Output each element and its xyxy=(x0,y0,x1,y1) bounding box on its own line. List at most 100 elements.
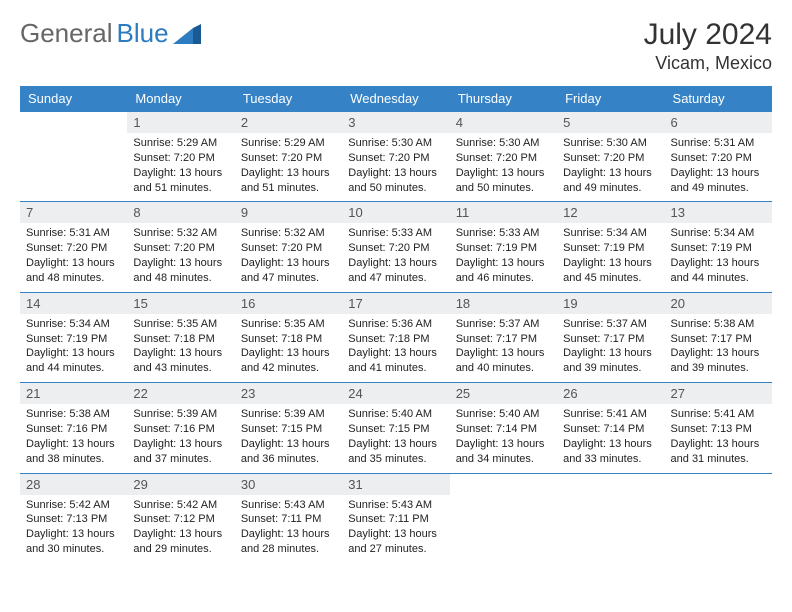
calendar-row: 28Sunrise: 5:42 AMSunset: 7:13 PMDayligh… xyxy=(20,473,772,563)
sunrise-text: Sunrise: 5:41 AM xyxy=(563,407,658,422)
sunrise-text: Sunrise: 5:42 AM xyxy=(26,498,121,513)
sunrise-text: Sunrise: 5:34 AM xyxy=(671,226,766,241)
sunrise-text: Sunrise: 5:39 AM xyxy=(241,407,336,422)
sunset-text: Sunset: 7:20 PM xyxy=(133,151,228,166)
calendar-cell: 17Sunrise: 5:36 AMSunset: 7:18 PMDayligh… xyxy=(342,292,449,382)
logo-triangle-icon xyxy=(173,24,201,44)
sunrise-text: Sunrise: 5:30 AM xyxy=(563,136,658,151)
daylight-text: Daylight: 13 hours and 43 minutes. xyxy=(133,346,228,376)
daylight-text: Daylight: 13 hours and 31 minutes. xyxy=(671,437,766,467)
calendar-cell: 4Sunrise: 5:30 AMSunset: 7:20 PMDaylight… xyxy=(450,111,557,201)
calendar-cell: 15Sunrise: 5:35 AMSunset: 7:18 PMDayligh… xyxy=(127,292,234,382)
sunset-text: Sunset: 7:20 PM xyxy=(563,151,658,166)
day-number: 20 xyxy=(665,292,772,314)
calendar-cell xyxy=(665,473,772,563)
calendar-row: 21Sunrise: 5:38 AMSunset: 7:16 PMDayligh… xyxy=(20,382,772,472)
calendar-row: 7Sunrise: 5:31 AMSunset: 7:20 PMDaylight… xyxy=(20,201,772,291)
sunrise-text: Sunrise: 5:32 AM xyxy=(241,226,336,241)
weekday-header: Wednesday xyxy=(342,86,449,111)
calendar-cell: 13Sunrise: 5:34 AMSunset: 7:19 PMDayligh… xyxy=(665,201,772,291)
day-body: Sunrise: 5:32 AMSunset: 7:20 PMDaylight:… xyxy=(127,223,234,291)
calendar-cell: 10Sunrise: 5:33 AMSunset: 7:20 PMDayligh… xyxy=(342,201,449,291)
day-number: 16 xyxy=(235,292,342,314)
day-number: 26 xyxy=(557,382,664,404)
sunset-text: Sunset: 7:11 PM xyxy=(348,512,443,527)
day-number: 27 xyxy=(665,382,772,404)
sunrise-text: Sunrise: 5:29 AM xyxy=(241,136,336,151)
logo-text-1: General xyxy=(20,18,113,49)
daylight-text: Daylight: 13 hours and 34 minutes. xyxy=(456,437,551,467)
daylight-text: Daylight: 13 hours and 42 minutes. xyxy=(241,346,336,376)
daylight-text: Daylight: 13 hours and 41 minutes. xyxy=(348,346,443,376)
sunset-text: Sunset: 7:19 PM xyxy=(671,241,766,256)
daylight-text: Daylight: 13 hours and 36 minutes. xyxy=(241,437,336,467)
sunset-text: Sunset: 7:20 PM xyxy=(348,241,443,256)
sunrise-text: Sunrise: 5:35 AM xyxy=(133,317,228,332)
day-body: Sunrise: 5:29 AMSunset: 7:20 PMDaylight:… xyxy=(127,133,234,201)
calendar-cell: 20Sunrise: 5:38 AMSunset: 7:17 PMDayligh… xyxy=(665,292,772,382)
sunrise-text: Sunrise: 5:33 AM xyxy=(348,226,443,241)
day-body: Sunrise: 5:30 AMSunset: 7:20 PMDaylight:… xyxy=(557,133,664,201)
sunset-text: Sunset: 7:16 PM xyxy=(26,422,121,437)
title-block: July 2024 Vicam, Mexico xyxy=(644,18,772,74)
day-number: 1 xyxy=(127,111,234,133)
day-body: Sunrise: 5:39 AMSunset: 7:15 PMDaylight:… xyxy=(235,404,342,472)
day-body: Sunrise: 5:35 AMSunset: 7:18 PMDaylight:… xyxy=(127,314,234,382)
daylight-text: Daylight: 13 hours and 39 minutes. xyxy=(563,346,658,376)
calendar-cell: 5Sunrise: 5:30 AMSunset: 7:20 PMDaylight… xyxy=(557,111,664,201)
calendar-cell: 11Sunrise: 5:33 AMSunset: 7:19 PMDayligh… xyxy=(450,201,557,291)
sunset-text: Sunset: 7:19 PM xyxy=(456,241,551,256)
sunrise-text: Sunrise: 5:31 AM xyxy=(26,226,121,241)
logo-text-2: Blue xyxy=(117,18,169,49)
day-number: 3 xyxy=(342,111,449,133)
day-number: 18 xyxy=(450,292,557,314)
day-body: Sunrise: 5:39 AMSunset: 7:16 PMDaylight:… xyxy=(127,404,234,472)
sunrise-text: Sunrise: 5:38 AM xyxy=(671,317,766,332)
calendar-row: 1Sunrise: 5:29 AMSunset: 7:20 PMDaylight… xyxy=(20,111,772,201)
daylight-text: Daylight: 13 hours and 37 minutes. xyxy=(133,437,228,467)
daylight-text: Daylight: 13 hours and 51 minutes. xyxy=(133,166,228,196)
calendar-cell: 12Sunrise: 5:34 AMSunset: 7:19 PMDayligh… xyxy=(557,201,664,291)
day-number: 10 xyxy=(342,201,449,223)
day-body: Sunrise: 5:34 AMSunset: 7:19 PMDaylight:… xyxy=(20,314,127,382)
sunrise-text: Sunrise: 5:43 AM xyxy=(348,498,443,513)
calendar-row: 14Sunrise: 5:34 AMSunset: 7:19 PMDayligh… xyxy=(20,292,772,382)
day-body: Sunrise: 5:33 AMSunset: 7:19 PMDaylight:… xyxy=(450,223,557,291)
daylight-text: Daylight: 13 hours and 50 minutes. xyxy=(348,166,443,196)
calendar-cell: 14Sunrise: 5:34 AMSunset: 7:19 PMDayligh… xyxy=(20,292,127,382)
day-body: Sunrise: 5:29 AMSunset: 7:20 PMDaylight:… xyxy=(235,133,342,201)
daylight-text: Daylight: 13 hours and 39 minutes. xyxy=(671,346,766,376)
sunrise-text: Sunrise: 5:39 AM xyxy=(133,407,228,422)
calendar-head: SundayMondayTuesdayWednesdayThursdayFrid… xyxy=(20,86,772,111)
day-number-empty xyxy=(557,473,664,495)
day-number: 21 xyxy=(20,382,127,404)
sunset-text: Sunset: 7:17 PM xyxy=(563,332,658,347)
day-body: Sunrise: 5:40 AMSunset: 7:14 PMDaylight:… xyxy=(450,404,557,472)
sunrise-text: Sunrise: 5:43 AM xyxy=(241,498,336,513)
sunrise-text: Sunrise: 5:40 AM xyxy=(348,407,443,422)
calendar-cell: 9Sunrise: 5:32 AMSunset: 7:20 PMDaylight… xyxy=(235,201,342,291)
day-body: Sunrise: 5:33 AMSunset: 7:20 PMDaylight:… xyxy=(342,223,449,291)
day-number: 31 xyxy=(342,473,449,495)
day-body: Sunrise: 5:37 AMSunset: 7:17 PMDaylight:… xyxy=(557,314,664,382)
calendar-cell: 30Sunrise: 5:43 AMSunset: 7:11 PMDayligh… xyxy=(235,473,342,563)
day-body: Sunrise: 5:43 AMSunset: 7:11 PMDaylight:… xyxy=(235,495,342,563)
sunset-text: Sunset: 7:13 PM xyxy=(671,422,766,437)
sunset-text: Sunset: 7:20 PM xyxy=(456,151,551,166)
sunset-text: Sunset: 7:17 PM xyxy=(456,332,551,347)
daylight-text: Daylight: 13 hours and 33 minutes. xyxy=(563,437,658,467)
calendar-cell: 25Sunrise: 5:40 AMSunset: 7:14 PMDayligh… xyxy=(450,382,557,472)
calendar-cell: 2Sunrise: 5:29 AMSunset: 7:20 PMDaylight… xyxy=(235,111,342,201)
sunset-text: Sunset: 7:20 PM xyxy=(26,241,121,256)
day-number: 4 xyxy=(450,111,557,133)
day-number: 5 xyxy=(557,111,664,133)
daylight-text: Daylight: 13 hours and 47 minutes. xyxy=(241,256,336,286)
sunset-text: Sunset: 7:20 PM xyxy=(671,151,766,166)
day-number: 9 xyxy=(235,201,342,223)
calendar-cell: 1Sunrise: 5:29 AMSunset: 7:20 PMDaylight… xyxy=(127,111,234,201)
daylight-text: Daylight: 13 hours and 48 minutes. xyxy=(133,256,228,286)
day-number: 17 xyxy=(342,292,449,314)
day-number: 29 xyxy=(127,473,234,495)
day-number: 25 xyxy=(450,382,557,404)
day-body: Sunrise: 5:30 AMSunset: 7:20 PMDaylight:… xyxy=(342,133,449,201)
